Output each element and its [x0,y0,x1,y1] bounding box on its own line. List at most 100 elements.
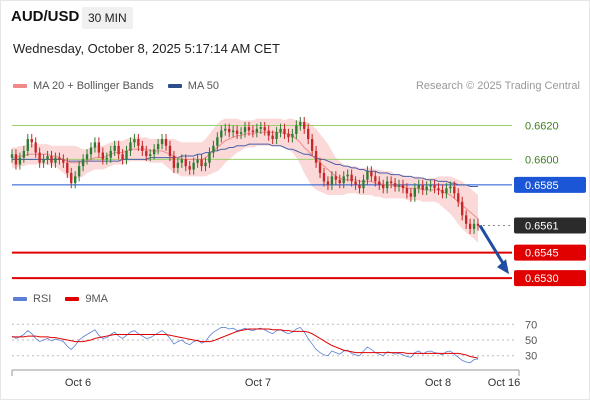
candle-body [307,128,310,140]
rsi-line [11,326,479,364]
candle [421,179,424,195]
candle [81,154,85,172]
rsi-level-label: 70 [525,319,537,331]
candle [322,167,326,187]
candle-body [228,128,231,133]
candle-body [389,181,393,184]
candle [231,125,235,138]
candle [283,123,286,140]
candle [113,140,116,156]
candle [374,171,377,187]
candle-body [14,154,18,165]
candle-body [149,154,152,156]
candle-body [243,127,247,133]
candle [196,154,199,168]
candle-body [172,155,176,168]
candle-body [461,201,464,216]
candle-body [58,157,61,160]
candle-body [168,145,172,156]
candle-body [97,142,101,153]
candle-body [34,142,37,153]
candle-body [54,157,57,163]
candle [362,174,365,194]
candle-body [385,181,389,189]
candle [251,125,255,138]
candle [235,125,239,140]
candle-body [42,159,45,163]
rsi-legend: RSI 9MA [13,293,108,305]
candle [93,137,97,153]
candle [192,157,195,175]
candle-body [125,150,128,160]
candle [66,157,69,179]
candle-body [405,188,409,194]
rsi-swatch [13,297,27,301]
candle [468,218,472,235]
candle [338,174,341,189]
candle [133,133,136,148]
candle [307,123,310,145]
candle-body [409,193,413,197]
candle [453,181,456,199]
candle-body [283,128,286,134]
rsi-level-label: 30 [525,351,537,363]
candle [354,176,357,190]
candle [172,150,176,173]
candle-body [109,150,112,158]
candle-body [117,145,120,155]
x-tick-label: Oct 6 [65,377,91,389]
candle [303,116,306,134]
candle [46,150,49,165]
candle [180,154,183,168]
candle [437,183,440,195]
candle-body [235,130,239,134]
credit-text: Research © 2025 Trading Central [415,80,580,92]
candle [121,149,124,165]
level-label-current: 0.6561 [525,221,559,233]
candle [382,179,385,194]
candle [204,157,207,172]
candle [97,137,101,158]
candle [239,127,243,140]
candle [366,166,369,185]
candle [34,137,37,158]
candle [38,147,41,168]
candle-body [342,176,345,184]
candle [291,128,294,143]
candle-body [417,184,420,189]
candle [74,171,77,189]
candle [346,169,349,182]
candle [342,171,345,189]
level-label-support-2: 0.6530 [525,273,559,285]
timeframe-badge[interactable]: 30 MIN [82,7,133,29]
candle-body [382,184,385,189]
candle [370,166,373,182]
candle [255,123,259,138]
candle [208,147,211,168]
candle-body [145,150,148,156]
candle [314,145,318,168]
candle [330,171,334,190]
candle [200,154,203,172]
candle [457,188,460,207]
symbol-title: AUD/USD [11,8,80,25]
candle-body [291,133,294,138]
candle-body [322,172,326,182]
candle [212,140,215,158]
candle [141,140,144,156]
candle-body [393,183,397,187]
level-label-resistance-2: 0.6620 [525,120,559,132]
candle [137,133,140,151]
candle-body [30,139,33,143]
candle-body [255,128,259,133]
level-tag-pivot [514,176,586,193]
candle [425,181,428,195]
candle [50,150,53,168]
candle [22,145,26,163]
legend-ma20-label: MA 20 + Bollinger Bands [33,80,154,92]
candle-body [267,130,270,136]
candle-body [425,186,428,190]
candle-body [137,139,140,146]
candle-body [101,152,105,160]
ma50-line [12,143,478,188]
